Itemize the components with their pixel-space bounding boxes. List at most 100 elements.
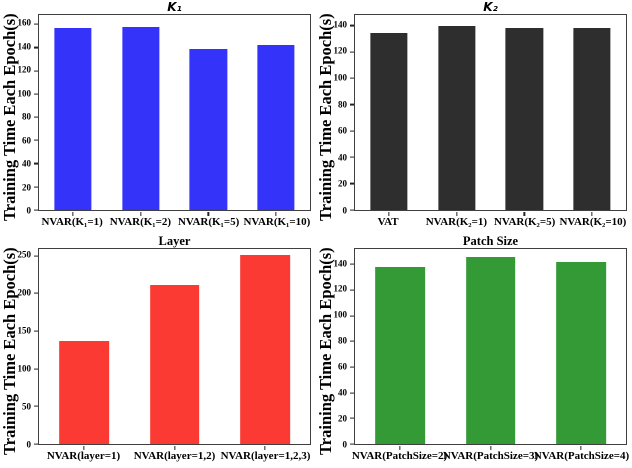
x-tick-mark [207,211,210,216]
x-tick-mark [139,211,142,216]
y-tick-mark [349,183,354,185]
y-tick-label: 50 [22,401,31,412]
x-tick-label: NVAR(PatchSize=2) [351,450,448,462]
y-tick-label: 120 [333,45,348,56]
x-tick-label: NVAR(PatchSize=3) [442,450,539,462]
plot-area [33,14,311,216]
y-tick-mark [33,162,38,165]
x-tick-label: NVAR(K₁=10) [243,216,311,228]
y-tick-label: 120 [333,283,348,294]
y-tick-mark [349,443,354,445]
y-tick-mark [33,330,38,332]
y-tick-mark [33,368,38,370]
y-tick-mark [349,156,354,158]
y-tick-mark [349,104,354,106]
chart-title-k1: K₁ [167,0,182,14]
y-tick-mark [33,255,38,257]
y-axis-tick-labels: 0 50 100 150 200 250 [0,248,32,449]
y-tick-label: 20 [338,413,347,424]
y-tick-mark [33,70,38,72]
y-tick-mark [33,93,38,95]
x-tick-mark [264,445,266,450]
y-tick-label: 80 [338,335,347,346]
x-axis-labels: VAT NVAR(K₂=1) NVAR(K₂=5) NVAR(K₂=10) [354,212,627,234]
bar [465,256,516,444]
chart-panel-patch-size: Patch Size Training Time Each Epoch(s) 0… [316,234,632,468]
x-tick-label: NVAR(K₁=5) [177,216,240,228]
y-tick-mark [33,23,38,25]
bar [54,27,92,210]
bar [59,340,109,444]
y-tick-mark [33,139,38,141]
y-tick-mark [33,405,38,407]
y-tick-label: 140 [333,19,348,30]
y-tick-label: 100 [17,88,32,99]
bar [555,261,606,444]
x-tick-label: NVAR(layer=1,2,3) [220,450,311,462]
chart-title-k2: K₂ [483,0,498,14]
y-tick-label: 40 [22,158,31,169]
y-tick-mark [33,209,38,211]
bar [149,285,200,444]
y-tick-label: 0 [26,205,32,216]
chart-title-patch-size: Patch Size [462,234,519,248]
x-tick-mark [455,211,458,216]
y-tick-label: 140 [333,258,348,269]
x-tick-label: NVAR(K₂=5) [493,216,556,228]
x-tick-label: NVAR(K₁=1) [41,216,103,228]
plot-area [33,248,311,450]
x-tick-mark [275,211,277,216]
x-tick-label: NVAR(PatchSize=4) [533,450,630,462]
x-axis-labels: NVAR(PatchSize=2) NVAR(PatchSize=3) NVAR(P… [351,446,630,468]
y-axis-tick-labels: 0 20 40 60 80 100 120 140 [316,14,348,215]
x-tick-mark [72,211,74,216]
x-axis-labels: NVAR(layer=1) NVAR(layer=1,2) NVAR(layer=1… [38,446,311,468]
bar [370,33,408,210]
x-tick-label: NVAR(layer=1,2) [133,450,216,462]
y-tick-mark [349,340,354,342]
y-tick-label: 100 [333,309,348,320]
y-tick-mark [349,263,354,265]
y-axis-tick-labels: 0 20 40 60 80 100 120 140 160 [0,14,32,215]
x-tick-mark [523,211,526,216]
y-tick-label: 80 [338,99,347,110]
y-tick-label: 140 [17,41,32,52]
plot-area [349,248,627,450]
x-tick-label: NVAR(K₁=2) [109,216,172,228]
y-tick-mark [349,289,354,291]
y-tick-label: 20 [338,178,347,189]
y-tick-mark [349,315,354,317]
y-tick-label: 20 [22,182,31,193]
y-tick-mark [33,443,38,445]
x-tick-mark [388,211,390,216]
y-tick-label: 0 [342,439,348,450]
y-tick-label: 250 [17,249,32,260]
chart-title-layer: Layer [158,234,191,248]
y-tick-label: 120 [17,64,32,75]
y-tick-label: 60 [338,125,347,136]
bar [438,25,476,210]
chart-panel-k1: K₁ Training Time Each Epoch(s) 0 20 40 60 80… [0,0,316,234]
y-tick-mark [33,186,38,188]
x-tick-label: NVAR(K₂=10) [559,216,627,228]
bar [375,266,425,444]
y-axis-tick-labels: 0 20 40 60 80 100 120 140 [316,248,348,449]
bar [573,28,611,210]
y-tick-mark [349,130,354,132]
y-tick-label: 60 [338,361,347,372]
y-tick-mark [349,24,354,27]
x-tick-label: NVAR(K₂=1) [425,216,488,228]
y-tick-mark [33,46,38,49]
y-tick-label: 0 [342,205,348,216]
y-tick-label: 150 [17,325,32,336]
x-tick-mark [399,445,401,450]
x-tick-mark [580,445,582,450]
y-tick-label: 200 [17,287,32,298]
y-tick-mark [349,392,354,394]
y-tick-label: 100 [17,363,32,374]
chart-panel-layer: Layer Training Time Each Epoch(s) 0 50 100… [0,234,316,468]
x-tick-mark [489,445,492,450]
chart-panel-k2: K₂ Training Time Each Epoch(s) 0 20 40 60 80… [316,0,632,234]
y-tick-mark [349,51,354,53]
